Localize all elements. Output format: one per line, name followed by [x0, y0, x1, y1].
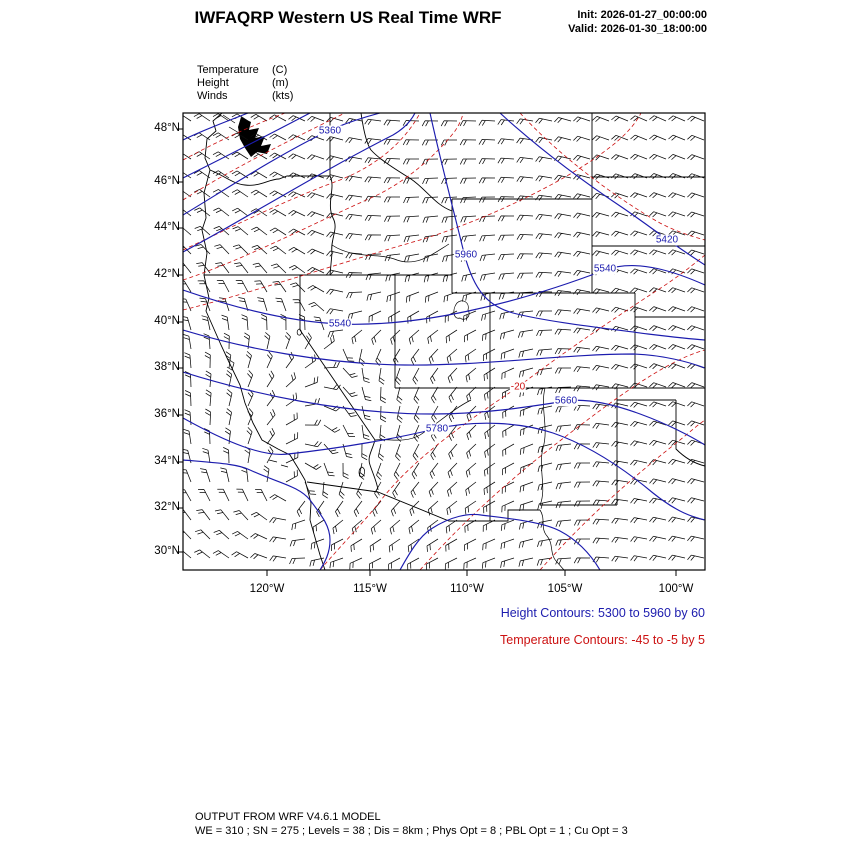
lat-axis-label: 44°N [154, 221, 180, 233]
height-contour-label: 5360 [317, 125, 343, 137]
wind-barb-layer [183, 113, 705, 570]
init-time-label: Init: 2026-01-27_00:00:00 [577, 9, 707, 21]
lon-axis-label: 105°W [547, 583, 583, 595]
field-legend: Temperature (C) Height (m) Winds (kts) [197, 64, 293, 103]
model-config-line: WE = 310 ; SN = 275 ; Levels = 38 ; Dis … [195, 825, 628, 837]
lat-axis-label: 32°N [154, 501, 180, 513]
legend-field-name: Height [197, 77, 229, 89]
temperature-contour-caption: Temperature Contours: -45 to -5 by 5 [500, 633, 705, 647]
map-frame [182, 112, 706, 571]
lat-axis-label: 46°N [154, 175, 180, 187]
height-contour-label: 5540 [327, 318, 353, 330]
lon-axis-label: 100°W [658, 583, 694, 595]
legend-row-winds: Winds (kts) [197, 90, 293, 103]
wrf-map [177, 112, 706, 576]
height-contour-label: 5420 [654, 234, 680, 246]
legend-field-units: (kts) [272, 90, 294, 102]
lon-axis-label: 115°W [353, 583, 387, 595]
legend-row-height: Height (m) [197, 77, 293, 90]
height-contour-layer [183, 113, 705, 570]
height-contour-label: 5540 [592, 263, 618, 275]
legend-field-units: (C) [272, 64, 288, 76]
lat-axis-label: 36°N [154, 408, 180, 420]
legend-field-name: Winds [197, 90, 228, 102]
lon-axis-label: 120°W [249, 583, 285, 595]
model-output-line: OUTPUT FROM WRF V4.6.1 MODEL [195, 811, 381, 823]
lat-axis-label: 40°N [154, 315, 180, 327]
coastline [201, 113, 326, 570]
legend-row-temperature: Temperature (C) [197, 64, 293, 77]
axis-ticks [177, 128, 677, 576]
run-times: Init: 2026-01-27_00:00:00 Valid: 2026-01… [487, 8, 707, 36]
temperature-contour-label: -20 [509, 381, 527, 393]
puget-sound [238, 117, 271, 157]
height-contour-label: 5780 [424, 423, 450, 435]
geography-layer [201, 113, 705, 570]
lat-axis-label: 34°N [154, 455, 180, 467]
lat-axis-label: 38°N [154, 361, 180, 373]
height-contour-label: 5960 [453, 249, 479, 261]
lon-axis-label: 110°W [450, 583, 484, 595]
state-borders [204, 113, 705, 522]
valid-time-label: Valid: 2026-01-30_18:00:00 [568, 23, 707, 35]
lat-axis-label: 30°N [154, 545, 180, 557]
height-contour-label: 5660 [553, 395, 579, 407]
lat-axis-label: 42°N [154, 268, 180, 280]
lat-axis-label: 48°N [154, 122, 180, 134]
puget-channels [222, 114, 240, 134]
temperature-contour-layer [183, 113, 705, 570]
legend-field-units: (m) [272, 77, 289, 89]
rivers-and-lakes [226, 243, 565, 570]
height-contour-caption: Height Contours: 5300 to 5960 by 60 [500, 606, 705, 620]
page-title: IWFAQRP Western US Real Time WRF [194, 8, 502, 27]
legend-field-name: Temperature [197, 64, 259, 76]
